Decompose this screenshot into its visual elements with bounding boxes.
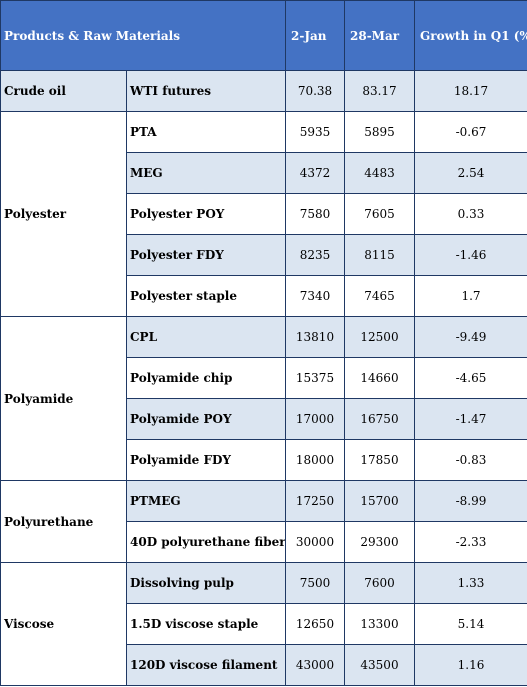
item-label: WTI futures <box>126 70 286 112</box>
mar-value: 83.17 <box>344 70 415 112</box>
growth-value: -9.49 <box>414 316 527 358</box>
item-label: Dissolving pulp <box>126 562 286 604</box>
table-row: Polyamide POY 17000 16750 -1.47 <box>1 398 527 440</box>
growth-value: -8.99 <box>414 480 527 522</box>
table-row: 1.5D viscose staple 12650 13300 5.14 <box>1 603 527 645</box>
mar-value: 17850 <box>344 439 415 481</box>
group-label: Polyurethane <box>0 480 127 563</box>
header-jan: 2-Jan <box>285 0 345 71</box>
growth-value: -0.67 <box>414 111 527 153</box>
growth-value: 1.33 <box>414 562 527 604</box>
jan-value: 7580 <box>285 193 345 235</box>
mar-value: 14660 <box>344 357 415 399</box>
jan-value: 7500 <box>285 562 345 604</box>
table-row: MEG 4372 4483 2.54 <box>1 152 527 194</box>
mar-value: 8115 <box>344 234 415 276</box>
growth-value: -1.46 <box>414 234 527 276</box>
item-label: 1.5D viscose staple <box>126 603 286 645</box>
mar-value: 15700 <box>344 480 415 522</box>
table-row: 120D viscose filament 43000 43500 1.16 <box>1 644 527 686</box>
jan-value: 30000 <box>285 521 345 563</box>
growth-value: 2.54 <box>414 152 527 194</box>
jan-value: 70.38 <box>285 70 345 112</box>
growth-value: 1.7 <box>414 275 527 317</box>
jan-value: 17250 <box>285 480 345 522</box>
mar-value: 5895 <box>344 111 415 153</box>
jan-value: 8235 <box>285 234 345 276</box>
table-row: Polyester FDY 8235 8115 -1.46 <box>1 234 527 276</box>
table-row: Polyester staple 7340 7465 1.7 <box>1 275 527 317</box>
mar-value: 7605 <box>344 193 415 235</box>
growth-value: -0.83 <box>414 439 527 481</box>
table-row: Viscose Dissolving pulp 7500 7600 1.33 <box>0 562 527 686</box>
item-label: PTMEG <box>126 480 286 522</box>
growth-value: -2.33 <box>414 521 527 563</box>
item-label: 40D polyurethane fiber <box>126 521 286 563</box>
mar-value: 7465 <box>344 275 415 317</box>
item-label: 120D viscose filament <box>126 644 286 686</box>
table-row: Polyamide FDY 18000 17850 -0.83 <box>1 439 527 481</box>
header-row: Products & Raw Materials 2-Jan 28-Mar Gr… <box>0 0 527 71</box>
header-growth: Growth in Q1 (%) <box>414 0 527 71</box>
jan-value: 18000 <box>285 439 345 481</box>
group-label: Crude oil <box>0 70 127 112</box>
table-row: 40D polyurethane fiber 30000 29300 -2.33 <box>1 521 527 563</box>
table-row: Polyester PTA 5935 5895 -0.67 <box>0 111 527 317</box>
item-label: MEG <box>126 152 286 194</box>
item-label: Polyester staple <box>126 275 286 317</box>
mar-value: 29300 <box>344 521 415 563</box>
mar-value: 7600 <box>344 562 415 604</box>
jan-value: 12650 <box>285 603 345 645</box>
item-label: PTA <box>126 111 286 153</box>
table-row: Polyamide CPL 13810 12500 -9.49 <box>0 316 527 481</box>
growth-value: 18.17 <box>414 70 527 112</box>
growth-value: 0.33 <box>414 193 527 235</box>
growth-value: 5.14 <box>414 603 527 645</box>
mar-value: 12500 <box>344 316 415 358</box>
jan-value: 17000 <box>285 398 345 440</box>
growth-value: -4.65 <box>414 357 527 399</box>
group-label: Viscose <box>0 562 127 686</box>
item-label: Polyester POY <box>126 193 286 235</box>
item-label: Polyamide FDY <box>126 439 286 481</box>
jan-value: 5935 <box>285 111 345 153</box>
item-label: Polyamide chip <box>126 357 286 399</box>
header-mar: 28-Mar <box>344 0 415 71</box>
group-label: Polyamide <box>0 316 127 481</box>
jan-value: 43000 <box>285 644 345 686</box>
item-label: CPL <box>126 316 286 358</box>
table-row: Crude oil WTI futures 70.38 83.17 18.17 <box>0 70 527 112</box>
mar-value: 4483 <box>344 152 415 194</box>
jan-value: 7340 <box>285 275 345 317</box>
header-products: Products & Raw Materials <box>0 0 286 71</box>
table-row: Polyester POY 7580 7605 0.33 <box>1 193 527 235</box>
mar-value: 13300 <box>344 603 415 645</box>
item-label: Polyamide POY <box>126 398 286 440</box>
jan-value: 13810 <box>285 316 345 358</box>
jan-value: 15375 <box>285 357 345 399</box>
growth-value: -1.47 <box>414 398 527 440</box>
mar-value: 16750 <box>344 398 415 440</box>
jan-value: 4372 <box>285 152 345 194</box>
item-label: Polyester FDY <box>126 234 286 276</box>
growth-value: 1.16 <box>414 644 527 686</box>
table-row: Polyurethane PTMEG 17250 15700 -8.99 <box>0 480 527 563</box>
mar-value: 43500 <box>344 644 415 686</box>
group-label: Polyester <box>0 111 127 317</box>
